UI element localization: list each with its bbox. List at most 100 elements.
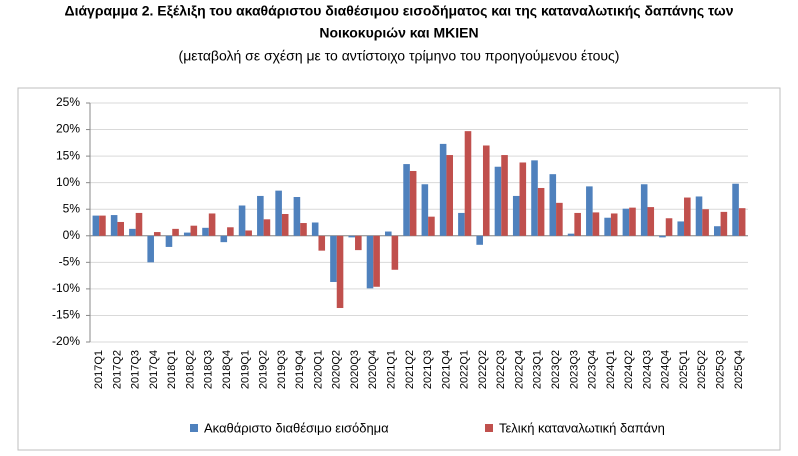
bar bbox=[202, 227, 209, 236]
x-tick-label: 2018Q4 bbox=[221, 350, 233, 389]
bar bbox=[567, 233, 575, 236]
y-tick-label: -5% bbox=[59, 255, 81, 269]
legend-swatch bbox=[190, 424, 198, 432]
bar bbox=[153, 232, 161, 236]
bar bbox=[99, 215, 106, 236]
legend-label: Ακαθάριστο διαθέσιμο εισόδημα bbox=[204, 420, 389, 435]
bar bbox=[245, 230, 252, 236]
bar bbox=[172, 228, 179, 236]
x-tick-label: 2017Q1 bbox=[93, 350, 105, 389]
x-tick-label: 2024Q1 bbox=[605, 350, 617, 389]
bar bbox=[227, 227, 234, 236]
bar bbox=[147, 235, 154, 263]
bar bbox=[592, 212, 600, 236]
x-tick-label: 2025Q4 bbox=[733, 350, 745, 389]
x-tick-label: 2022Q2 bbox=[477, 350, 489, 389]
y-tick-label: 15% bbox=[56, 148, 80, 162]
bar bbox=[257, 195, 264, 236]
bar bbox=[610, 213, 618, 236]
bar bbox=[403, 164, 410, 236]
x-tick-label: 2023Q1 bbox=[532, 350, 544, 389]
x-tick-label: 2023Q3 bbox=[568, 350, 580, 389]
bar bbox=[208, 213, 216, 236]
legend-label: Τελική καταναλωτική δαπάνη bbox=[499, 420, 665, 435]
x-tick-label: 2018Q1 bbox=[166, 350, 178, 389]
bar bbox=[531, 160, 538, 236]
bar bbox=[732, 183, 739, 236]
bar bbox=[92, 215, 100, 236]
y-tick-label: 0% bbox=[63, 228, 81, 242]
bar bbox=[574, 212, 581, 236]
x-tick-label: 2021Q3 bbox=[422, 350, 434, 389]
y-tick-label: -10% bbox=[52, 281, 80, 295]
chart-frame bbox=[17, 87, 781, 451]
y-tick-label: 10% bbox=[56, 175, 80, 189]
chart-title: Νοικοκυριών και ΜΚΙΕΝ bbox=[319, 25, 478, 41]
x-tick-label: 2017Q3 bbox=[130, 350, 142, 389]
chart-title: Διάγραμμα 2. Εξέλιξη του ακαθάριστου δια… bbox=[65, 3, 734, 19]
bar bbox=[318, 235, 326, 251]
bar bbox=[336, 235, 344, 309]
x-tick-label: 2021Q1 bbox=[385, 350, 397, 389]
x-tick-label: 2025Q2 bbox=[696, 350, 708, 389]
bar bbox=[355, 235, 362, 251]
bar bbox=[263, 219, 271, 236]
bar bbox=[110, 215, 118, 236]
x-tick-label: 2022Q1 bbox=[459, 350, 471, 389]
bar bbox=[659, 235, 666, 238]
bar bbox=[464, 131, 472, 236]
bar bbox=[165, 235, 173, 247]
bar bbox=[556, 202, 563, 236]
bar bbox=[537, 187, 545, 236]
bar bbox=[183, 232, 191, 236]
bar bbox=[622, 208, 630, 236]
bar bbox=[458, 212, 465, 236]
bar bbox=[439, 143, 447, 236]
bar bbox=[373, 235, 380, 287]
bar bbox=[677, 221, 685, 236]
bar bbox=[311, 222, 319, 236]
bar bbox=[409, 170, 417, 236]
y-tick-label: -15% bbox=[52, 308, 80, 322]
bar bbox=[428, 216, 435, 236]
bar bbox=[275, 190, 282, 236]
bar bbox=[293, 197, 301, 236]
x-tick-label: 2019Q2 bbox=[258, 350, 270, 389]
x-tick-label: 2017Q4 bbox=[148, 350, 160, 389]
x-tick-label: 2024Q4 bbox=[660, 350, 672, 389]
x-tick-label: 2020Q3 bbox=[349, 350, 361, 389]
bar bbox=[549, 174, 557, 236]
bar bbox=[391, 235, 399, 270]
bar bbox=[348, 235, 356, 238]
bar bbox=[190, 225, 198, 236]
x-tick-label: 2023Q4 bbox=[587, 350, 599, 389]
x-tick-label: 2022Q4 bbox=[513, 350, 525, 389]
x-tick-label: 2025Q3 bbox=[714, 350, 726, 389]
bar bbox=[330, 235, 337, 282]
bar bbox=[684, 197, 691, 236]
bar bbox=[629, 207, 636, 236]
bar bbox=[714, 226, 721, 236]
legend-swatch bbox=[485, 424, 493, 432]
bar bbox=[702, 209, 709, 236]
bar bbox=[366, 235, 374, 289]
x-tick-label: 2019Q1 bbox=[239, 350, 251, 389]
x-tick-label: 2025Q1 bbox=[678, 350, 690, 389]
bar bbox=[665, 218, 673, 236]
bar bbox=[135, 212, 143, 236]
bar bbox=[738, 208, 746, 236]
bar bbox=[501, 155, 508, 236]
bar bbox=[220, 235, 228, 243]
bar bbox=[446, 155, 453, 236]
bar bbox=[494, 166, 502, 236]
bar bbox=[512, 195, 520, 236]
bar bbox=[647, 207, 655, 236]
x-tick-label: 2023Q2 bbox=[550, 350, 562, 389]
chart-subtitle: (μεταβολή σε σχέση με το αντίστοιχο τρίμ… bbox=[179, 48, 620, 64]
bar bbox=[695, 196, 703, 236]
bar bbox=[476, 235, 483, 245]
y-tick-label: -20% bbox=[52, 334, 80, 348]
bar bbox=[385, 231, 392, 236]
